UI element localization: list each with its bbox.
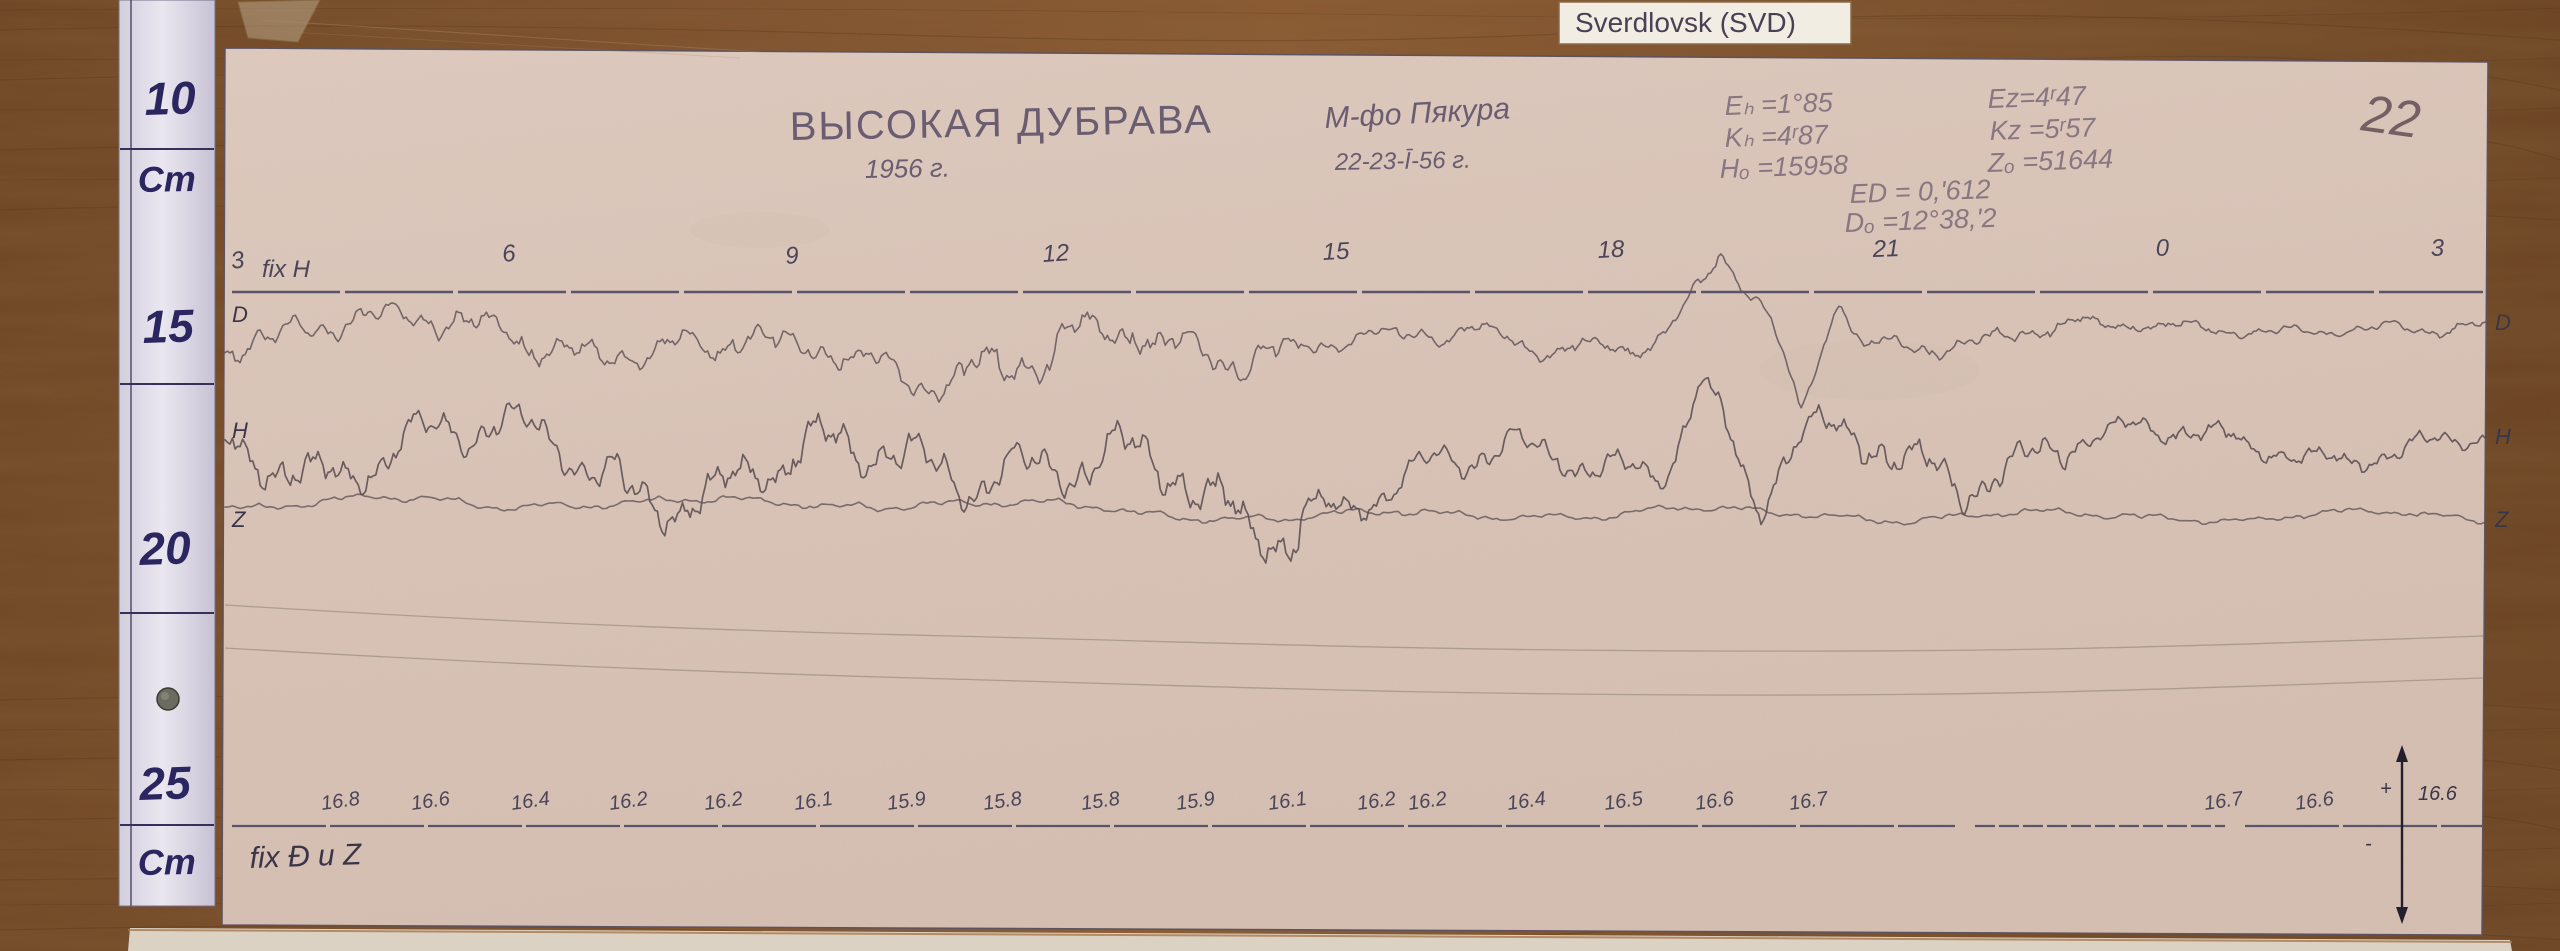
svg-text:fix H: fix H (262, 256, 311, 283)
svg-text:16.5: 16.5 (1603, 788, 1645, 815)
svg-text:H: H (232, 418, 248, 443)
svg-text:16.7: 16.7 (2203, 788, 2245, 815)
svg-text:15.8: 15.8 (1080, 788, 1122, 815)
svg-text:15.9: 15.9 (1175, 788, 1217, 815)
svg-text:Z: Z (231, 507, 247, 532)
svg-text:16.1: 16.1 (793, 788, 835, 815)
svg-text:6: 6 (501, 240, 518, 268)
svg-text:9: 9 (784, 242, 800, 270)
svg-text:16.1: 16.1 (1267, 788, 1309, 815)
svg-text:16.4: 16.4 (1506, 788, 1548, 815)
svg-text:H: H (2495, 424, 2511, 449)
svg-text:16.6: 16.6 (1694, 788, 1736, 815)
svg-text:fix Ð u Z: fix Ð u Z (249, 838, 363, 875)
svg-text:Z: Z (2494, 507, 2510, 532)
svg-text:3: 3 (2430, 235, 2445, 262)
svg-text:16.8: 16.8 (320, 788, 362, 815)
svg-text:0: 0 (2155, 235, 2170, 262)
svg-text:D: D (232, 302, 248, 327)
svg-text:16.4: 16.4 (510, 788, 552, 815)
svg-text:+: + (2380, 778, 2392, 800)
svg-text:15.8: 15.8 (982, 788, 1024, 815)
svg-text:16.2: 16.2 (1407, 788, 1449, 815)
svg-text:15.9: 15.9 (886, 788, 928, 815)
svg-text:18: 18 (1597, 236, 1626, 264)
svg-text:16.2: 16.2 (703, 788, 745, 815)
svg-text:-: - (2365, 833, 2372, 855)
svg-text:16.2: 16.2 (1356, 788, 1398, 815)
svg-text:12: 12 (1042, 239, 1071, 268)
svg-text:16.2: 16.2 (608, 788, 650, 815)
svg-text:15: 15 (1322, 238, 1351, 266)
svg-text:16.7: 16.7 (1788, 788, 1830, 815)
svg-text:16.6: 16.6 (2294, 788, 2336, 815)
svg-text:21: 21 (1871, 235, 1900, 263)
svg-text:16.6: 16.6 (2418, 783, 2458, 805)
svg-text:3: 3 (229, 246, 247, 275)
svg-text:16.6: 16.6 (410, 788, 452, 815)
svg-text:D: D (2495, 310, 2511, 335)
